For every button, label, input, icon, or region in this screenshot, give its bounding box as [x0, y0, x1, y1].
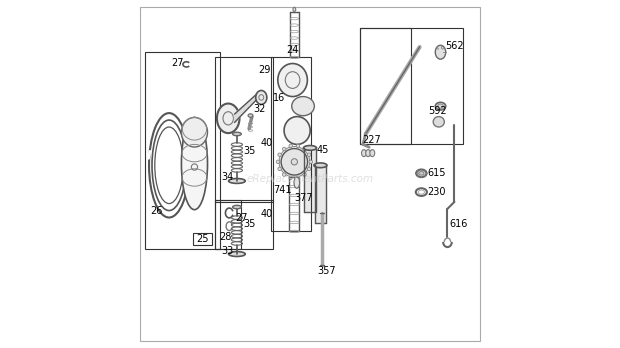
Ellipse shape [282, 173, 286, 176]
Ellipse shape [435, 102, 446, 110]
Ellipse shape [292, 97, 314, 116]
Ellipse shape [289, 144, 293, 148]
Text: 28: 28 [219, 232, 231, 242]
Ellipse shape [277, 160, 280, 164]
Bar [360, 28, 411, 144]
Text: 24: 24 [286, 46, 299, 55]
Ellipse shape [229, 252, 246, 256]
Bar [144, 52, 219, 249]
Ellipse shape [435, 45, 446, 59]
Ellipse shape [278, 167, 281, 171]
Ellipse shape [232, 132, 241, 136]
Ellipse shape [278, 63, 308, 97]
Ellipse shape [182, 118, 208, 209]
Text: 741: 741 [273, 185, 291, 195]
Text: 592: 592 [428, 106, 447, 116]
Ellipse shape [314, 163, 327, 168]
Text: 357: 357 [317, 267, 336, 276]
Text: 230: 230 [428, 187, 446, 197]
Text: 227: 227 [363, 135, 381, 145]
Ellipse shape [308, 153, 311, 157]
Ellipse shape [279, 147, 309, 177]
Ellipse shape [232, 205, 241, 209]
Text: 35: 35 [243, 147, 255, 156]
Text: 562: 562 [445, 41, 464, 51]
Ellipse shape [294, 177, 299, 188]
Text: 40: 40 [260, 209, 273, 219]
Ellipse shape [366, 150, 371, 157]
Ellipse shape [433, 117, 445, 127]
Text: 616: 616 [450, 220, 467, 229]
Ellipse shape [309, 160, 312, 164]
Ellipse shape [289, 176, 293, 180]
Ellipse shape [182, 118, 208, 147]
Text: 25: 25 [196, 235, 208, 244]
Text: 16: 16 [273, 93, 285, 103]
Bar [215, 200, 241, 249]
Ellipse shape [284, 117, 310, 144]
Ellipse shape [304, 145, 316, 150]
Polygon shape [314, 165, 326, 223]
Ellipse shape [291, 159, 298, 165]
Bar [215, 57, 273, 202]
Bar [193, 233, 212, 245]
Ellipse shape [303, 147, 306, 151]
Bar [360, 28, 463, 144]
Text: eReplacementParts.com: eReplacementParts.com [246, 174, 374, 184]
Ellipse shape [229, 179, 246, 183]
Ellipse shape [296, 144, 299, 148]
Ellipse shape [293, 7, 296, 11]
Text: 615: 615 [428, 168, 446, 178]
Text: 33: 33 [221, 246, 233, 256]
Text: 40: 40 [260, 138, 273, 148]
Ellipse shape [296, 176, 299, 180]
Polygon shape [234, 95, 256, 122]
Text: 45: 45 [317, 145, 329, 155]
Ellipse shape [416, 169, 427, 177]
Ellipse shape [217, 104, 239, 133]
Text: 35: 35 [243, 220, 255, 229]
Ellipse shape [303, 173, 306, 176]
Ellipse shape [248, 114, 253, 117]
Text: 32: 32 [254, 104, 266, 113]
Ellipse shape [308, 167, 311, 171]
Bar [215, 200, 273, 249]
Ellipse shape [278, 153, 281, 157]
Ellipse shape [282, 147, 286, 151]
Ellipse shape [370, 150, 374, 157]
Text: 29: 29 [258, 65, 270, 74]
Ellipse shape [361, 150, 366, 157]
Ellipse shape [255, 90, 267, 104]
Polygon shape [304, 148, 316, 212]
Text: 26: 26 [151, 206, 163, 215]
Text: 27: 27 [170, 58, 184, 68]
Text: 34: 34 [221, 173, 233, 182]
Bar [271, 57, 311, 231]
Text: 377: 377 [294, 193, 313, 203]
Text: 27: 27 [235, 213, 247, 223]
Ellipse shape [281, 149, 308, 175]
